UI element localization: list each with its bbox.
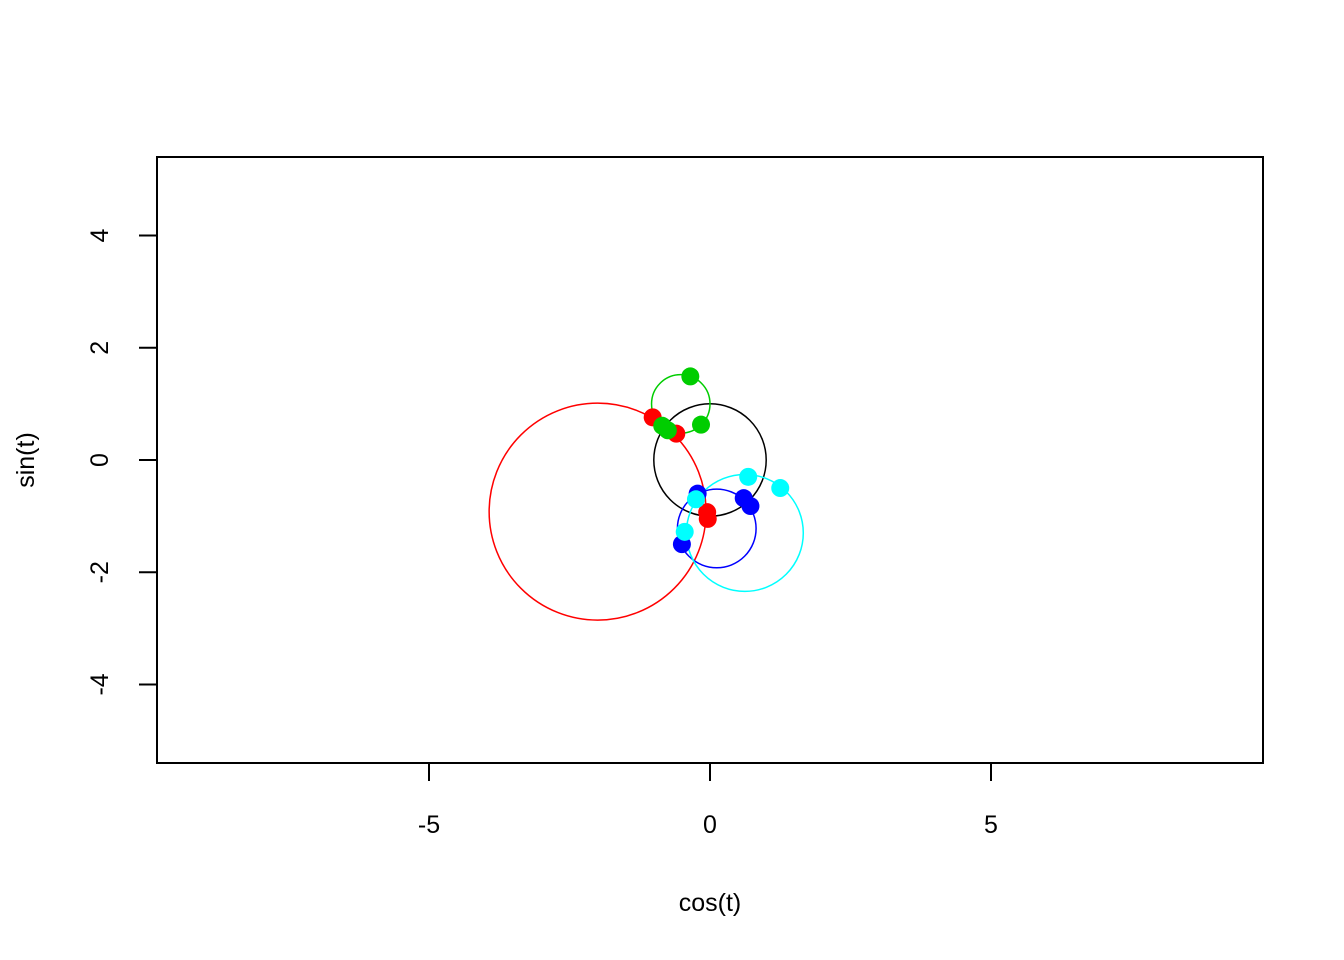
y-axis: -4 -2 0 2 4 bbox=[86, 229, 158, 696]
y-axis-title: sin(t) bbox=[12, 432, 40, 488]
series-2-point-0 bbox=[681, 367, 700, 386]
series-3-point-2 bbox=[741, 497, 760, 516]
y-tick-label: 0 bbox=[86, 453, 114, 467]
series-2-point-3 bbox=[692, 415, 711, 434]
x-tick-label: 5 bbox=[984, 811, 998, 839]
x-axis-title: cos(t) bbox=[679, 889, 742, 917]
point-layer bbox=[643, 367, 790, 554]
plot-frame bbox=[156, 156, 1264, 764]
series-4-point-1 bbox=[771, 479, 790, 498]
y-tick-label: 2 bbox=[86, 341, 114, 355]
series-4-point-3 bbox=[675, 522, 694, 541]
series-4-point-2 bbox=[686, 490, 705, 509]
x-tick-group: -5 0 5 bbox=[418, 762, 998, 839]
x-axis: -5 0 5 bbox=[418, 762, 998, 839]
series-2-point-2 bbox=[658, 421, 677, 440]
x-tick-label: 0 bbox=[703, 811, 717, 839]
y-tick-label: 4 bbox=[86, 229, 114, 243]
series-4-point-0 bbox=[739, 467, 758, 486]
x-tick-label: -5 bbox=[418, 811, 440, 839]
y-tick-label: -4 bbox=[86, 673, 114, 695]
y-tick-label: -2 bbox=[86, 561, 114, 583]
series-1-point-3 bbox=[698, 509, 717, 528]
y-tick-group: -4 -2 0 2 4 bbox=[86, 229, 158, 696]
